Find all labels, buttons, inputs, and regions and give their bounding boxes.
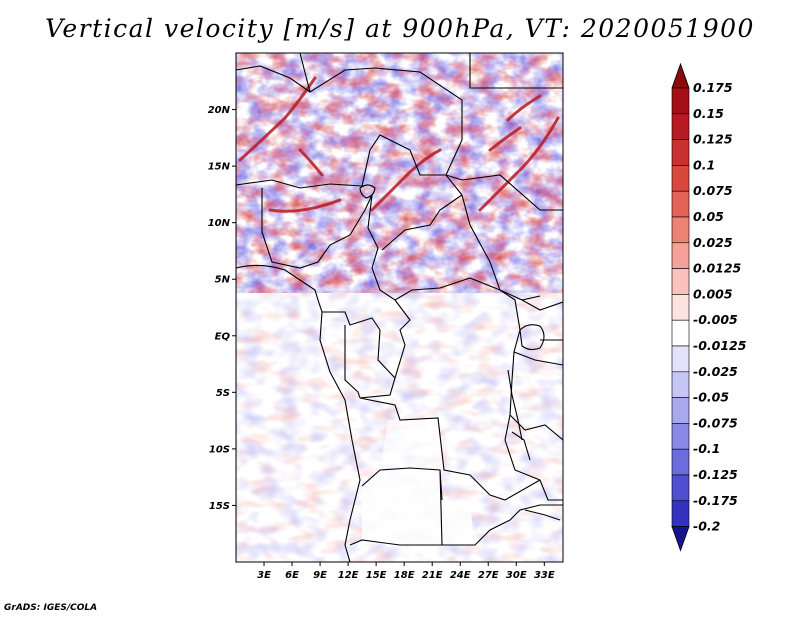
colorbar-swatch <box>671 87 690 115</box>
updraft-bands <box>238 76 560 213</box>
borders <box>236 53 563 562</box>
colorbar-label: 0.125 <box>693 132 733 147</box>
lon-tick-label: 24E <box>450 570 471 581</box>
field-north <box>236 53 563 293</box>
credit-label: GrADS: IGES/COLA <box>4 603 98 613</box>
lat-tick-label: 5N <box>215 275 231 286</box>
colorbar-label: -0.025 <box>693 364 738 379</box>
lat-tick-label: EQ <box>215 331 231 342</box>
colorbar-label: 0.005 <box>693 286 733 301</box>
colorbar-label: -0.175 <box>693 493 738 508</box>
colorbar-label: -0.05 <box>693 390 729 405</box>
lon-tick-label: 27E <box>478 570 499 581</box>
colorbar-swatch <box>671 113 690 140</box>
lat-tick-label: 5S <box>216 388 230 399</box>
colorbar-label: 0.05 <box>693 209 724 224</box>
colorbar-label: 0.15 <box>693 106 724 121</box>
colorbar-label: 0.025 <box>693 235 733 250</box>
colorbar-label: 0.1 <box>693 157 715 172</box>
colorbar-swatch <box>671 423 690 450</box>
colorbar-label: -0.1 <box>693 441 720 456</box>
colorbar-label: -0.0125 <box>693 338 747 353</box>
lat-tick-label: 20N <box>208 105 231 116</box>
lon-axis: 3E 6E 9E 12E 15E 18E 21E 24E 27E 30E 33E <box>257 562 555 581</box>
colorbar-swatch <box>671 371 690 398</box>
colorbar: 0.175 0.15 0.125 0.1 0.075 0.05 0.025 0.0125 0.0… <box>671 62 747 552</box>
colorbar-swatch <box>671 345 690 373</box>
dry-region-2 <box>380 418 444 470</box>
colorbar-swatch <box>671 139 690 166</box>
colorbar-swatch <box>671 294 690 321</box>
colorbar-label: -0.2 <box>693 519 720 534</box>
colorbar-label: 0.0125 <box>693 261 742 276</box>
colorbar-swatch <box>671 474 690 502</box>
lon-tick-label: 18E <box>394 570 415 581</box>
colorbar-swatch <box>671 319 690 347</box>
lat-tick-label: 10N <box>208 218 231 229</box>
dry-region <box>362 468 475 545</box>
colorbar-label: -0.125 <box>693 467 738 482</box>
lon-tick-label: 12E <box>338 570 359 581</box>
colorbar-label: 0.175 <box>693 80 733 95</box>
map-title: Vertical velocity [m/s] at 900hPa, VT: 2… <box>45 14 755 43</box>
colorbar-swatch <box>671 268 690 295</box>
colorbar-swatch <box>671 397 690 424</box>
lat-axis: 20N 15N 10N 5N EQ 5S 10S 15S <box>208 105 236 512</box>
lon-tick-label: 15E <box>366 570 387 581</box>
lon-tick-label: 21E <box>422 570 443 581</box>
lat-tick-label: 15N <box>208 162 231 173</box>
lon-tick-label: 30E <box>506 570 527 581</box>
colorbar-swatch <box>671 242 690 269</box>
plot-frame <box>235 52 564 563</box>
plot-area <box>236 53 563 562</box>
lon-tick-label: 33E <box>534 570 555 581</box>
lon-tick-label: 9E <box>313 570 327 581</box>
lon-tick-label: 6E <box>285 570 299 581</box>
lon-tick-label: 3E <box>257 570 271 581</box>
colorbar-label: -0.075 <box>693 415 738 430</box>
colorbar-label: 0.075 <box>693 183 733 198</box>
colorbar-swatch <box>671 448 690 476</box>
colorbar-bottom-arrow <box>671 526 690 552</box>
colorbar-swatch <box>671 165 690 192</box>
colorbar-swatch <box>671 190 690 218</box>
colorbar-swatch <box>671 500 690 527</box>
colorbar-top-arrow <box>671 62 690 89</box>
colorbar-swatch <box>671 216 690 244</box>
lat-tick-label: 10S <box>209 444 230 455</box>
lat-tick-label: 15S <box>209 501 230 512</box>
colorbar-label: -0.005 <box>693 312 738 327</box>
